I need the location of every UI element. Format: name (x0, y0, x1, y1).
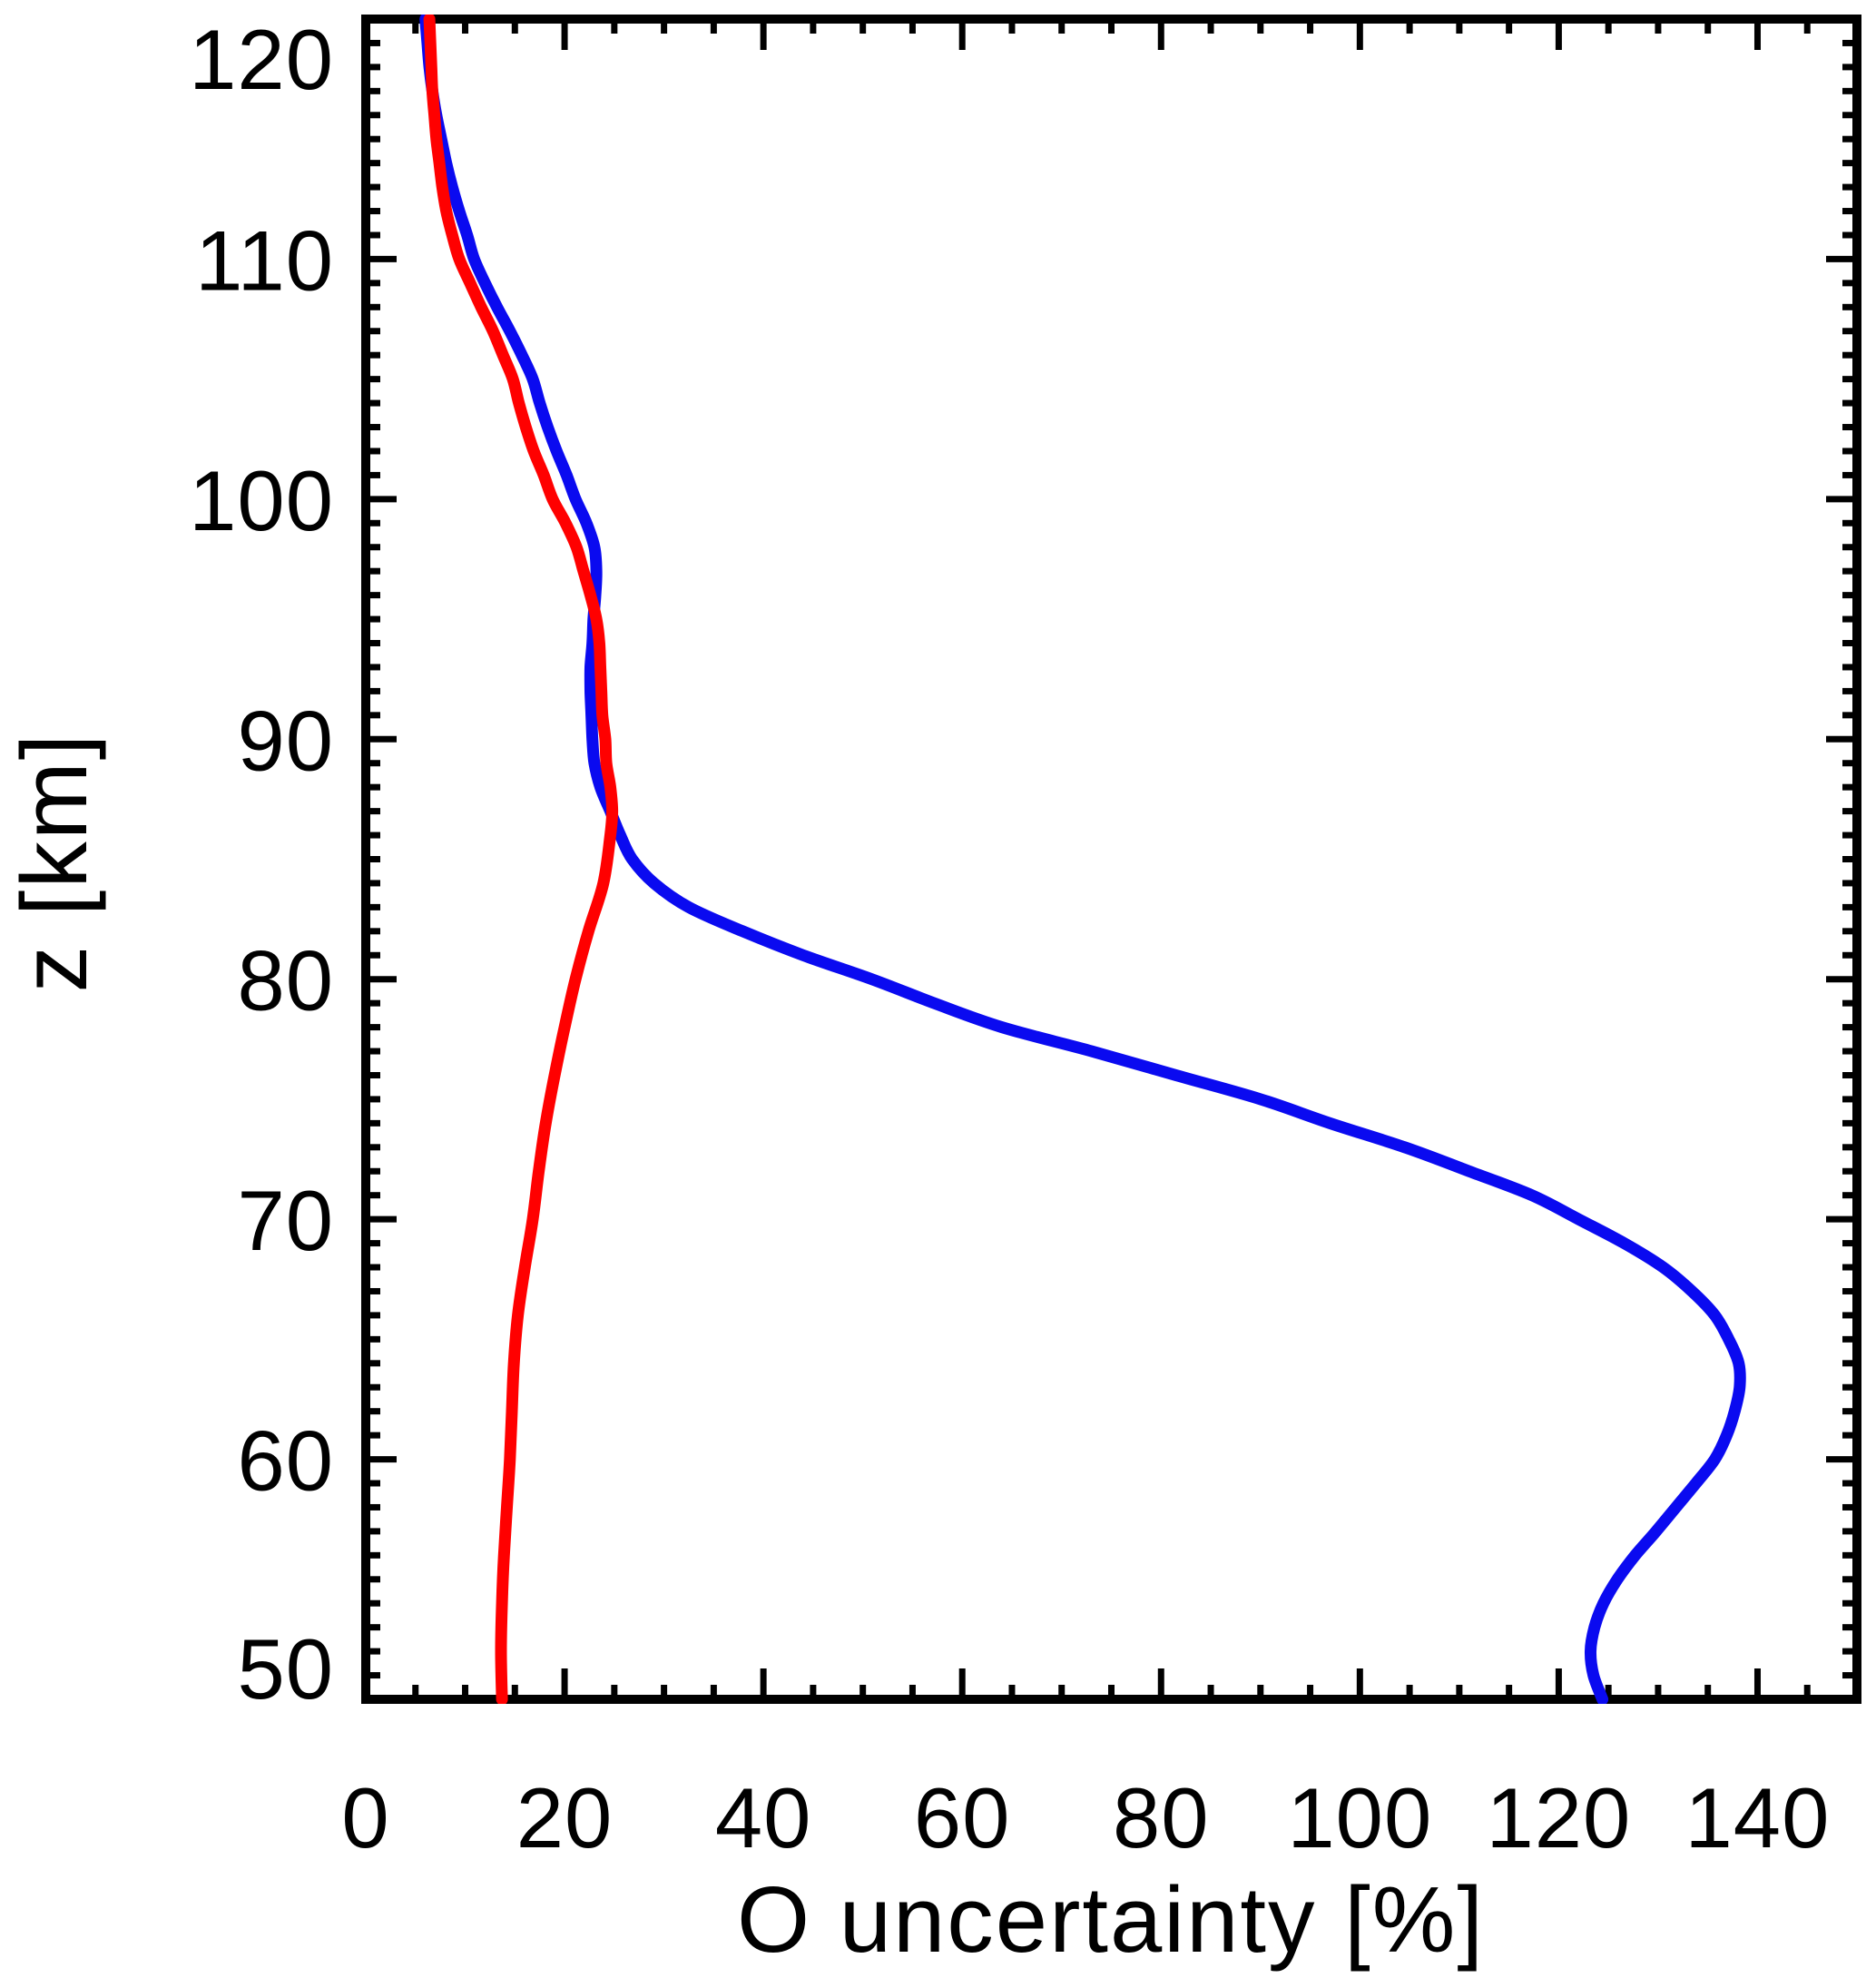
y-axis-tick-labels: 50 60 70 80 90 100 110 120 (189, 12, 334, 1717)
x-axis-tick-labels: 0 20 40 60 80 100 120 140 (341, 1770, 1831, 1865)
x-tick-label: 140 (1685, 1770, 1831, 1865)
x-tick-label: 40 (715, 1770, 812, 1865)
y-axis-title: z [km] (2, 733, 106, 993)
y-tick-label: 60 (237, 1413, 334, 1509)
plot-frame (361, 15, 1861, 1704)
x-axis-title: O uncertainty [%] (737, 1867, 1485, 1972)
x-tick-label: 20 (516, 1770, 614, 1865)
red-profile-line (423, 15, 619, 1704)
y-tick-label: 50 (237, 1621, 334, 1717)
x-tick-label: 60 (914, 1770, 1011, 1865)
y-tick-label: 120 (189, 12, 334, 107)
y-tick-label: 80 (237, 933, 334, 1028)
blue-profile-line (419, 15, 1746, 1704)
y-axis-ticks (368, 15, 1855, 1703)
y-tick-label: 70 (237, 1173, 334, 1268)
y-tick-label: 110 (195, 212, 334, 308)
x-tick-label: 120 (1486, 1770, 1631, 1865)
x-axis-ticks (362, 21, 1861, 1698)
y-tick-label: 100 (189, 453, 334, 548)
x-tick-label: 0 (341, 1770, 389, 1865)
x-tick-label: 80 (1113, 1770, 1210, 1865)
x-tick-label: 100 (1287, 1770, 1432, 1865)
y-tick-label: 90 (237, 693, 334, 788)
